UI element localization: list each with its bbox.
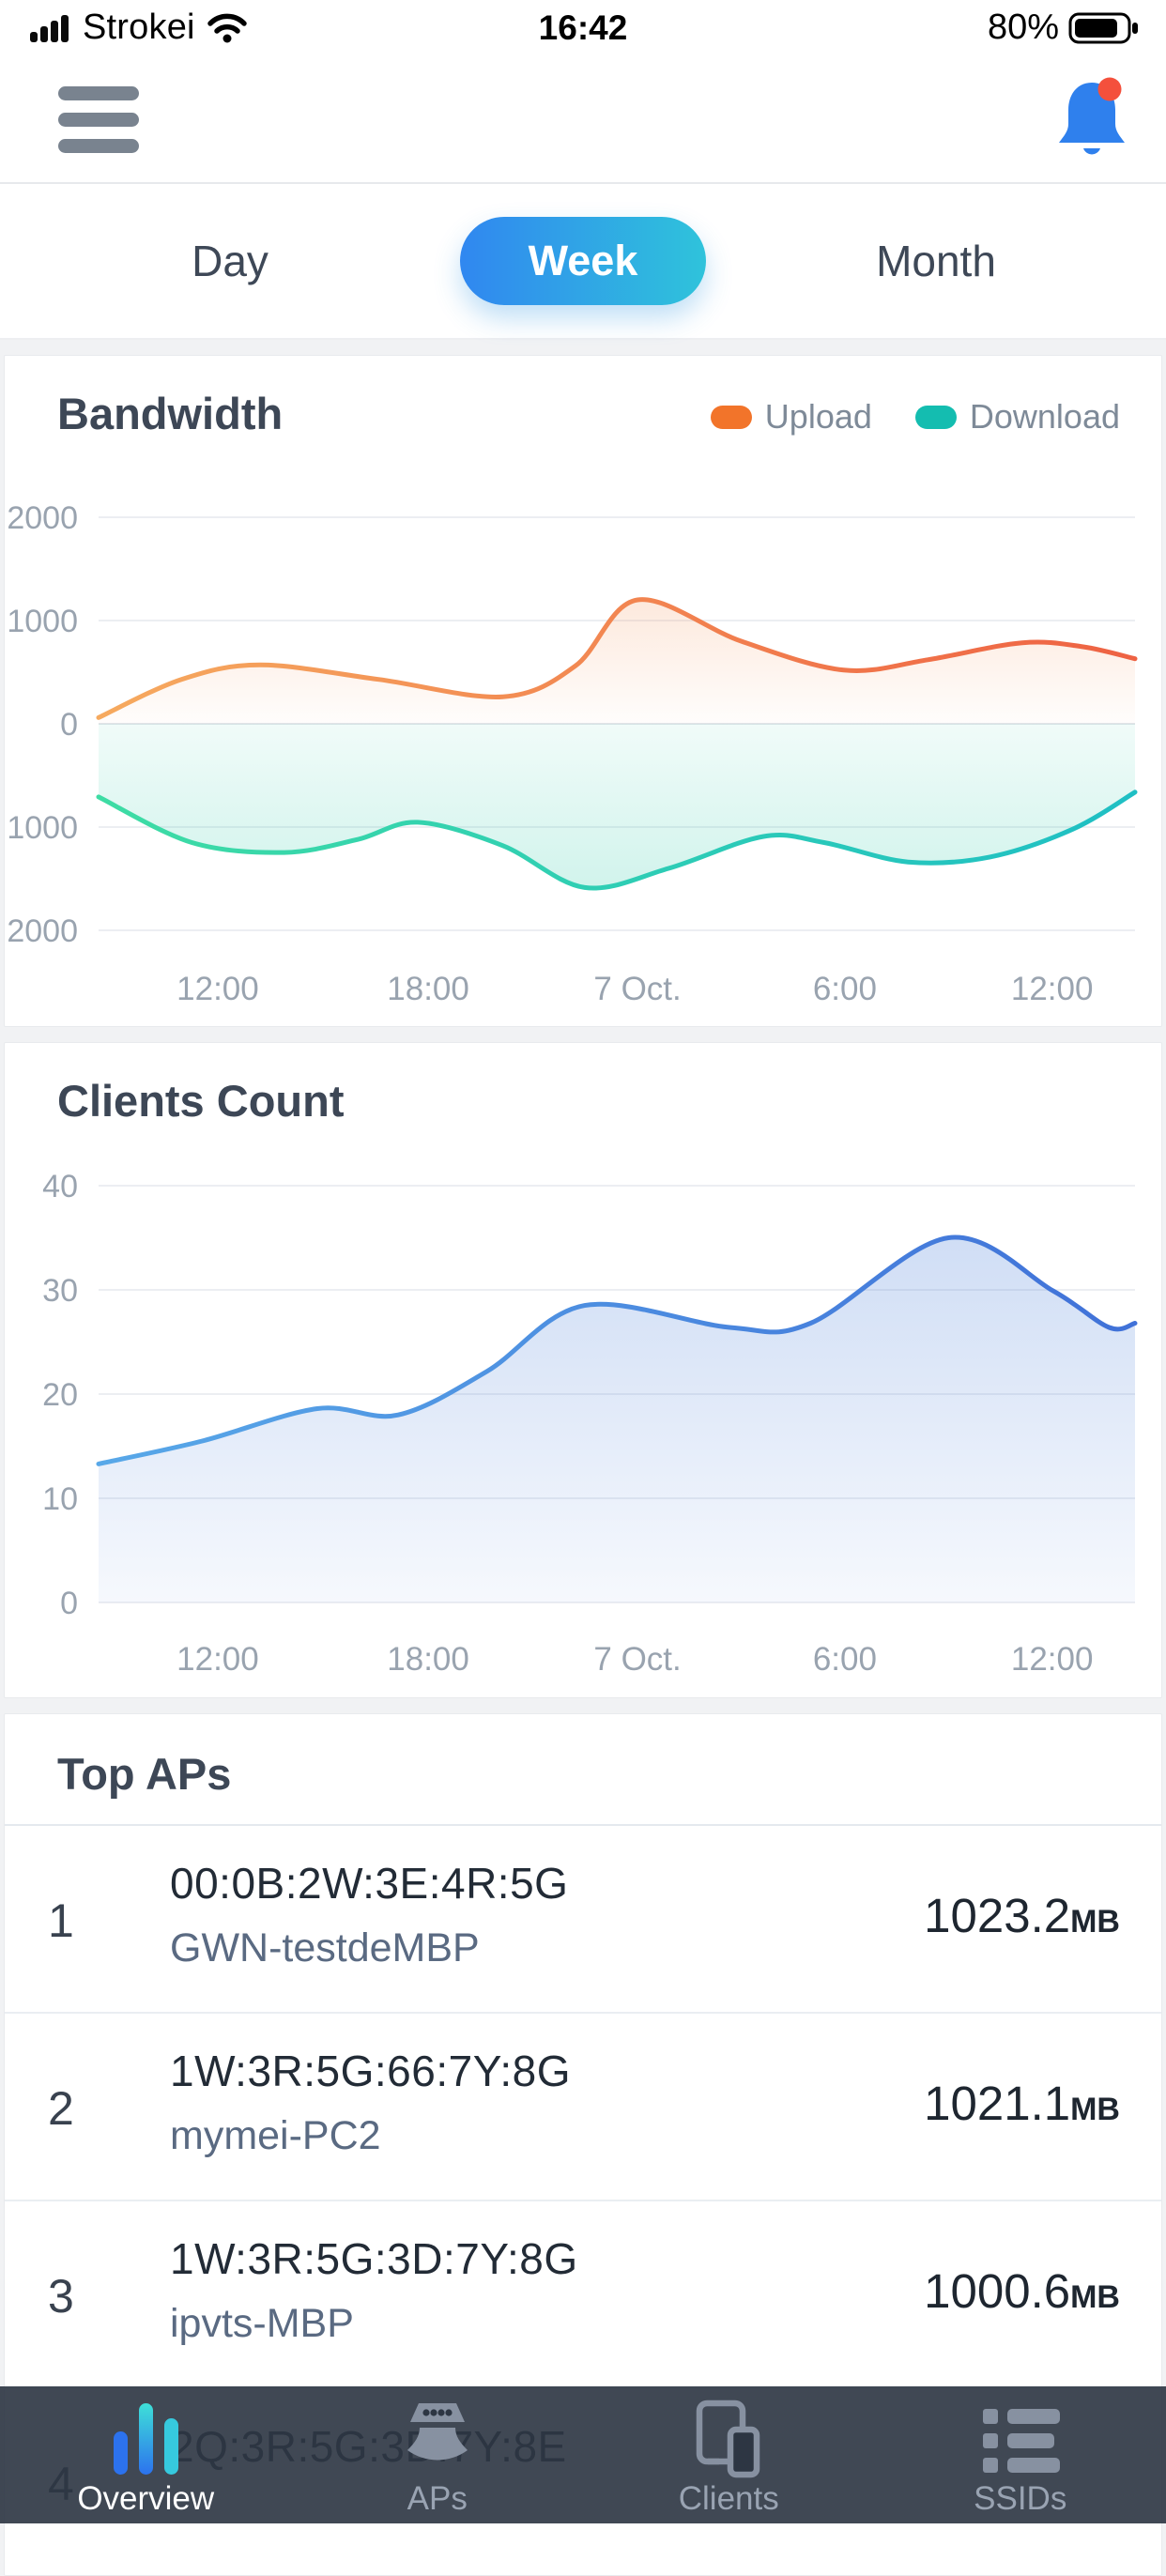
ap-mac-address: 1W:3R:5G:3D:7Y:8G — [170, 2233, 578, 2284]
ap-name: ipvts-MBP — [170, 2301, 354, 2347]
tab-week-active[interactable]: Week — [460, 217, 706, 305]
notification-badge — [1098, 78, 1122, 101]
top-section: Strokei 16:42 80% Day — [0, 0, 1166, 340]
ap-row-1[interactable]: 1 00:0B:2W:3E:4R:5G GWN-testdeMBP 1023.2… — [5, 1826, 1161, 2014]
svg-text:7 Oct.: 7 Oct. — [593, 971, 681, 1007]
clients-count-chart: 40 30 20 10 0 12:00 18:00 7 Oct. 6:00 12:00 — [5, 1148, 1161, 1697]
devices-icon — [687, 2400, 770, 2478]
ap-row-2[interactable]: 2 1W:3R:5G:66:7Y:8G mymei-PC2 1021.1MB — [5, 2014, 1161, 2201]
bar-chart-icon — [102, 2401, 189, 2478]
app-header — [0, 53, 1166, 184]
svg-text:10: 10 — [42, 1481, 78, 1517]
svg-text:18:00: 18:00 — [387, 971, 469, 1007]
notification-bell-icon[interactable] — [1053, 73, 1130, 163]
svg-text:30: 30 — [42, 1273, 78, 1309]
ap-usage-value: 1021.1MB — [924, 2076, 1120, 2131]
status-bar: Strokei 16:42 80% — [0, 0, 1166, 53]
ap-name: mymei-PC2 — [170, 2113, 381, 2159]
ap-rank: 3 — [48, 2269, 132, 2323]
time-range-tabs: Day Week Month — [0, 184, 1166, 340]
svg-text:6:00: 6:00 — [813, 971, 877, 1007]
battery-icon — [1068, 12, 1140, 44]
svg-text:20: 20 — [42, 1377, 78, 1413]
tab-month[interactable]: Month — [706, 236, 1166, 286]
svg-text:0: 0 — [60, 707, 78, 743]
svg-text:40: 40 — [42, 1169, 78, 1204]
hamburger-menu-icon[interactable] — [58, 86, 139, 153]
ap-usage-value: 1023.2MB — [924, 1888, 1120, 1943]
legend-upload: Upload — [711, 397, 872, 437]
svg-text:18:00: 18:00 — [387, 1641, 469, 1678]
ap-rank: 2 — [48, 2081, 132, 2136]
battery-percent: 80% — [988, 8, 1059, 48]
nav-item-ssids[interactable]: SSIDs — [875, 2386, 1166, 2523]
clients-count-title: Clients Count — [5, 1043, 1161, 1144]
bottom-nav-bar: Overview APs Clients — [0, 2386, 1166, 2523]
clients-count-card: Clients Count 40 30 20 10 0 12:00 18:00 7 Oct. 6… — [4, 1042, 1162, 1698]
upload-color-swatch — [711, 406, 752, 429]
svg-text:2000: 2000 — [7, 913, 78, 949]
svg-text:2000: 2000 — [7, 500, 78, 536]
svg-text:12:00: 12:00 — [1011, 971, 1094, 1007]
nav-item-overview[interactable]: Overview — [0, 2386, 292, 2523]
legend-download: Download — [915, 397, 1120, 437]
ap-name: GWN-testdeMBP — [170, 1925, 480, 1971]
svg-text:0: 0 — [60, 1586, 78, 1621]
svg-text:12:00: 12:00 — [176, 1641, 259, 1678]
ap-mac-address: 00:0B:2W:3E:4R:5G — [170, 1858, 568, 1909]
nav-item-aps[interactable]: APs — [292, 2386, 584, 2523]
svg-text:1000: 1000 — [7, 810, 78, 846]
download-color-swatch — [915, 406, 957, 429]
svg-text:1000: 1000 — [7, 604, 78, 639]
list-icon — [975, 2405, 1066, 2478]
nav-item-clients[interactable]: Clients — [583, 2386, 875, 2523]
ap-row-3[interactable]: 3 1W:3R:5G:3D:7Y:8G ipvts-MBP 1000.6MB — [5, 2201, 1161, 2389]
svg-text:12:00: 12:00 — [176, 971, 259, 1007]
bandwidth-chart: 2000 1000 0 1000 2000 12:00 18:00 7 Oct. 6:00 12:… — [5, 444, 1161, 1026]
ap-mac-address: 1W:3R:5G:66:7Y:8G — [170, 2046, 571, 2096]
svg-text:6:00: 6:00 — [813, 1641, 877, 1678]
bandwidth-legend: Upload Download — [711, 397, 1120, 437]
svg-text:12:00: 12:00 — [1011, 1641, 1094, 1678]
top-aps-title: Top APs — [5, 1714, 1161, 1826]
ap-usage-value: 1000.6MB — [924, 2263, 1120, 2319]
access-point-icon — [391, 2401, 484, 2478]
tab-day[interactable]: Day — [0, 236, 460, 286]
ap-rank: 1 — [48, 1894, 132, 1948]
svg-text:7 Oct.: 7 Oct. — [593, 1641, 681, 1678]
